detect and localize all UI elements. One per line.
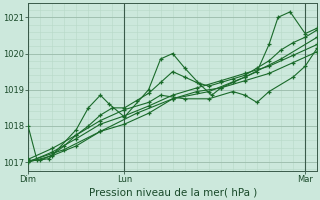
X-axis label: Pression niveau de la mer( hPa ): Pression niveau de la mer( hPa ): [89, 187, 257, 197]
